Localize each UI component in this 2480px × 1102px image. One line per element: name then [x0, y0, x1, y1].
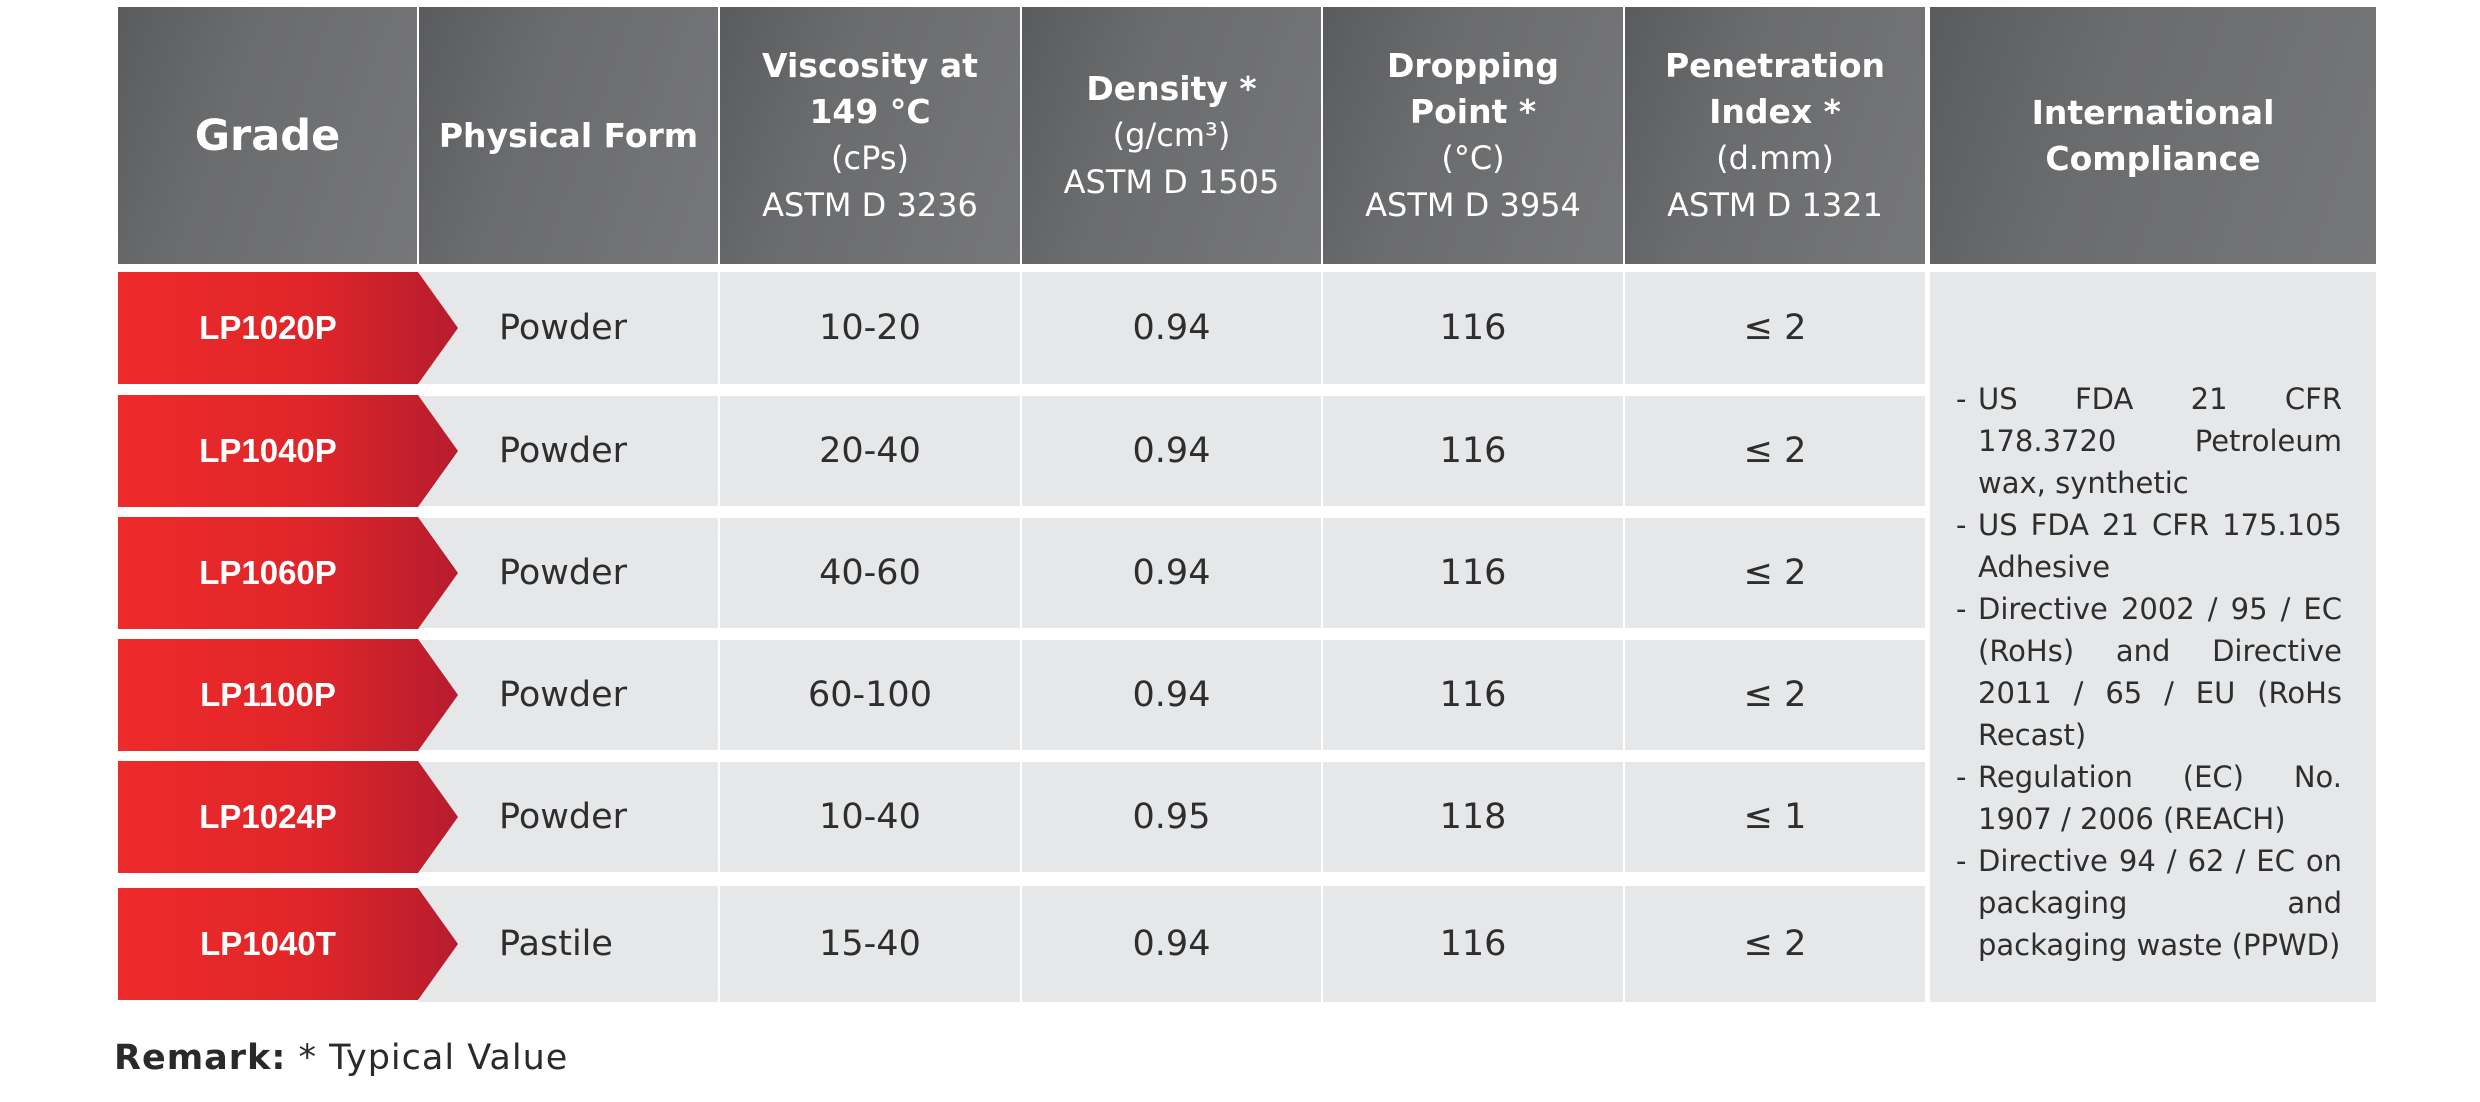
compliance-item: - US FDA 21 CFR 175.105 Adhesive	[1956, 504, 2342, 588]
cell-dropping: 118	[1323, 762, 1623, 872]
compliance-item: - US FDA 21 CFR 178.3720 Petroleum wax, …	[1956, 378, 2342, 504]
cell-dropping: 116	[1323, 640, 1623, 750]
cell-density: 0.94	[1022, 886, 1321, 1002]
cell-dropping: 116	[1323, 886, 1623, 1002]
header-density-title1: Density *	[1086, 68, 1257, 108]
header-grade-label: Grade	[194, 110, 341, 161]
grade-label: LP1040T	[200, 925, 336, 962]
header-dropping-unit: (°C)	[1441, 138, 1505, 177]
cell-penetration: ≤ 2	[1625, 886, 1925, 1002]
cell-form: Powder	[419, 640, 718, 750]
header-compliance-title1: International	[2031, 92, 2275, 132]
compliance-text: US FDA 21 CFR 178.3720 Petroleum wax, sy…	[1978, 382, 2342, 500]
grade-label: LP1024P	[199, 798, 337, 835]
grade-badge: LP1024P	[118, 761, 458, 873]
header-dropping-title1: Dropping	[1386, 45, 1559, 85]
cell-penetration: ≤ 2	[1625, 272, 1925, 384]
compliance-dash: -	[1956, 508, 1967, 542]
compliance-dash: -	[1956, 760, 1967, 794]
cell-dropping: 116	[1323, 272, 1623, 384]
header-dropping-title2: Point *	[1409, 91, 1537, 131]
cell-form: Pastile	[419, 886, 718, 1002]
cell-viscosity: 60-100	[720, 640, 1020, 750]
cell-form: Powder	[419, 762, 718, 872]
compliance-text: US FDA 21 CFR 175.105 Adhesive	[1978, 508, 2342, 584]
header-compliance: International Compliance	[1930, 7, 2376, 264]
grade-badge: LP1040P	[118, 395, 458, 507]
header-density: Density * (g/cm³) ASTM D 1505	[1022, 7, 1321, 264]
compliance-text: Regulation (EC) No. 1907 / 2006 (REACH)	[1978, 760, 2342, 836]
header-physical-form-label: Physical Form	[438, 115, 699, 155]
cell-density: 0.95	[1022, 762, 1321, 872]
grade-arrow-shape	[118, 639, 458, 751]
grade-label: LP1100P	[200, 676, 336, 713]
compliance-item: - Directive 2002 / 95 / EC (RoHs) and Di…	[1956, 588, 2342, 756]
remark: Remark: * Typical Value	[114, 1038, 568, 1078]
header-dropping-point: Dropping Point * (°C) ASTM D 3954	[1323, 7, 1623, 264]
header-viscosity-method: ASTM D 3236	[762, 185, 978, 224]
header-penetration-title1: Penetration	[1664, 45, 1885, 85]
header-penetration-title2: Index *	[1709, 91, 1841, 131]
compliance-item: - Regulation (EC) No. 1907 / 2006 (REACH…	[1956, 756, 2342, 840]
grade-badge: LP1020P	[118, 272, 458, 384]
header-viscosity: Viscosity at 149 °C (cPs) ASTM D 3236	[720, 7, 1020, 264]
compliance-dash: -	[1956, 592, 1967, 626]
header-viscosity-title1: Viscosity at	[762, 45, 978, 85]
header-penetration-index: Penetration Index * (d.mm) ASTM D 1321	[1625, 7, 1925, 264]
grade-badge: LP1100P	[118, 639, 458, 751]
cell-form: Powder	[419, 272, 718, 384]
header-density-method: ASTM D 1505	[1063, 162, 1280, 201]
compliance-cell: - US FDA 21 CFR 178.3720 Petroleum wax, …	[1930, 272, 2376, 1002]
grade-arrow-shape	[118, 272, 458, 384]
cell-viscosity: 10-20	[720, 272, 1020, 384]
compliance-text: Directive 2002 / 95 / EC (RoHs) and Dire…	[1978, 592, 2342, 752]
header-viscosity-title2: 149 °C	[809, 91, 931, 131]
header-viscosity-unit: (cPs)	[831, 138, 909, 177]
cell-viscosity: 15-40	[720, 886, 1020, 1002]
compliance-text: Directive 94 / 62 / EC on packaging and …	[1978, 844, 2342, 962]
grade-label: LP1060P	[199, 554, 337, 591]
grade-badge: LP1060P	[118, 517, 458, 629]
header-dropping-method: ASTM D 3954	[1365, 185, 1581, 224]
header-density-unit: (g/cm³)	[1112, 115, 1231, 154]
grade-arrow-shape	[118, 888, 458, 1000]
grade-badge: LP1040T	[118, 888, 458, 1000]
cell-form: Powder	[419, 518, 718, 628]
header-grade: Grade	[118, 7, 417, 264]
header-physical-form: Physical Form	[419, 7, 718, 264]
cell-form: Powder	[419, 396, 718, 506]
cell-penetration: ≤ 2	[1625, 640, 1925, 750]
grade-label: LP1040P	[199, 432, 337, 469]
compliance-dash: -	[1956, 382, 1967, 416]
cell-penetration: ≤ 2	[1625, 518, 1925, 628]
cell-viscosity: 20-40	[720, 396, 1020, 506]
remark-label: Remark:	[114, 1038, 287, 1078]
cell-penetration: ≤ 2	[1625, 396, 1925, 506]
header-penetration-unit: (d.mm)	[1716, 138, 1834, 177]
grade-arrow-shape	[118, 517, 458, 629]
cell-density: 0.94	[1022, 640, 1321, 750]
cell-dropping: 116	[1323, 518, 1623, 628]
grade-arrow-shape	[118, 761, 458, 873]
compliance-item: - Directive 94 / 62 / EC on packaging an…	[1956, 840, 2342, 966]
header-penetration-method: ASTM D 1321	[1667, 185, 1883, 224]
cell-density: 0.94	[1022, 518, 1321, 628]
cell-dropping: 116	[1323, 396, 1623, 506]
cell-penetration: ≤ 1	[1625, 762, 1925, 872]
cell-density: 0.94	[1022, 272, 1321, 384]
grade-label: LP1020P	[199, 309, 337, 346]
cell-density: 0.94	[1022, 396, 1321, 506]
header-compliance-title2: Compliance	[2045, 138, 2261, 178]
cell-viscosity: 10-40	[720, 762, 1020, 872]
grade-arrow-shape	[118, 395, 458, 507]
compliance-dash: -	[1956, 844, 1967, 878]
cell-viscosity: 40-60	[720, 518, 1020, 628]
remark-text: * Typical Value	[298, 1038, 569, 1078]
